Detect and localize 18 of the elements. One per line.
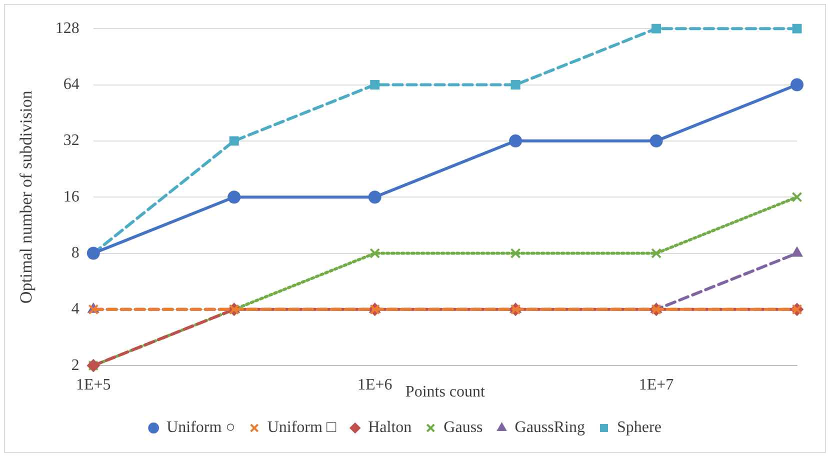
y-tick-label: 32 [63, 132, 80, 150]
y-tick-label: 16 [63, 188, 80, 206]
legend-label: Sphere [616, 419, 662, 436]
x-tick-label: 1E+6 [357, 376, 392, 394]
legend-label: Uniform ○ [166, 419, 236, 436]
x-tick-label: 1E+5 [76, 376, 111, 394]
y-tick-label: 64 [63, 76, 80, 93]
legend-label: Uniform □ [267, 419, 336, 436]
x-axis-title: Points count [405, 384, 486, 401]
legend-label: Halton [368, 419, 412, 436]
legend-label: Gauss [444, 419, 483, 436]
y-tick-label: 2 [71, 356, 80, 374]
y-axis-title: Optimal number of subdivision [16, 90, 36, 304]
y-tick-label: 4 [71, 300, 80, 318]
legend-label: GaussRing [514, 419, 585, 436]
x-tick-label: 1E+7 [638, 376, 674, 394]
y-tick-label: 8 [71, 244, 80, 262]
y-tick-label: 128 [55, 20, 80, 37]
